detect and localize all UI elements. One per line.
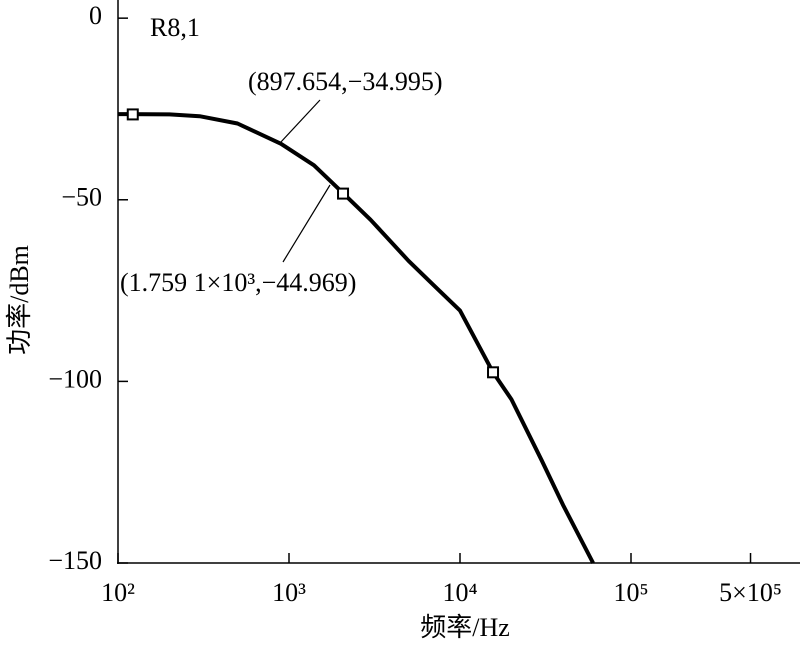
x-tick-label: 10³ bbox=[272, 578, 306, 607]
x-tick-label: 10² bbox=[101, 578, 135, 607]
x-tick-label: 10⁵ bbox=[613, 578, 648, 607]
x-tick-label: 10⁴ bbox=[442, 578, 477, 607]
chart-title: R8,1 bbox=[150, 13, 200, 42]
y-tick-label: −150 bbox=[48, 546, 102, 575]
marker bbox=[337, 187, 350, 200]
y-axis-label: 功率/dBm bbox=[5, 245, 34, 355]
leader-line bbox=[282, 184, 331, 263]
x-tick-label: 5×10⁵ bbox=[719, 578, 782, 607]
annotation: (897.654,−34.995) bbox=[248, 67, 442, 96]
y-tick-label: −50 bbox=[61, 183, 102, 212]
y-tick-label: −100 bbox=[48, 364, 102, 393]
marker bbox=[126, 108, 139, 121]
leader-line bbox=[279, 99, 321, 144]
annotation: (1.759 1×10³,−44.969) bbox=[120, 268, 356, 297]
y-tick-label: 0 bbox=[89, 1, 102, 30]
line bbox=[117, 112, 595, 564]
marker bbox=[487, 366, 500, 379]
x-axis-label: 频率/Hz bbox=[420, 613, 510, 642]
